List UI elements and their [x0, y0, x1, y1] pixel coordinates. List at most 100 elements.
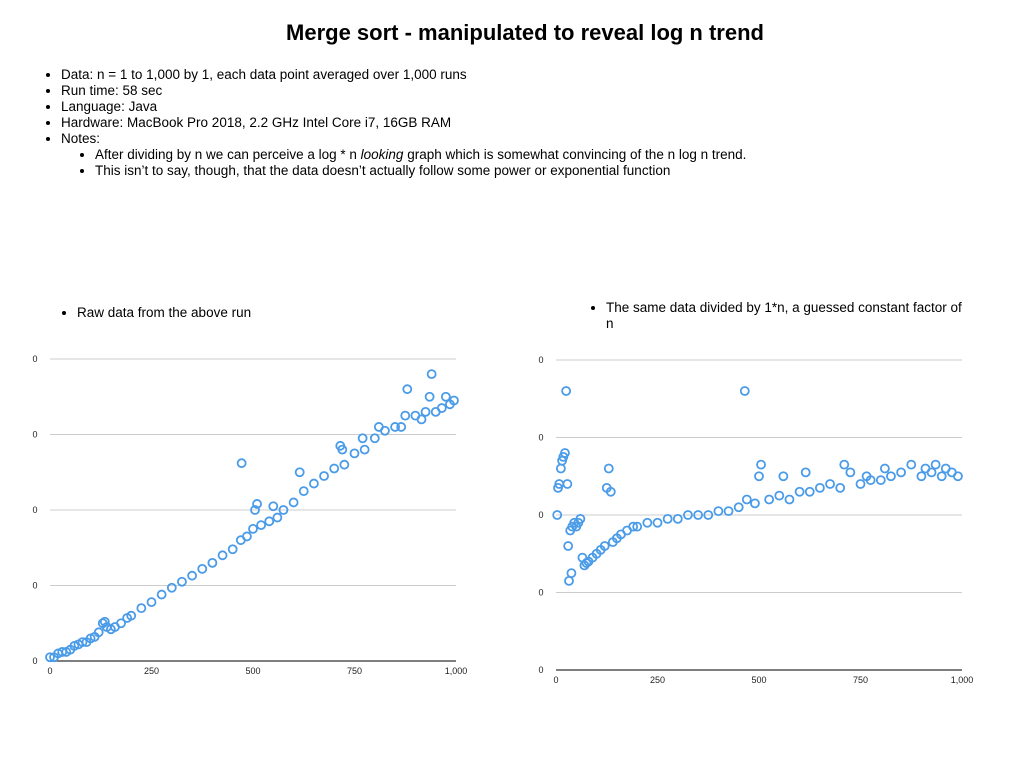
left-data-point [136, 603, 147, 614]
bullet-data: Data: n = 1 to 1,000 by 1, each data poi… [61, 67, 961, 83]
left-data-point [272, 512, 283, 523]
left-data-point [337, 444, 348, 455]
left-data-point [339, 459, 350, 470]
right-x-tick-label: 750 [853, 675, 868, 685]
right-data-point [839, 459, 850, 470]
right-data-point [632, 521, 643, 532]
right-data-point [750, 498, 760, 509]
right-data-point [825, 479, 835, 489]
left-data-point [146, 597, 157, 608]
right-data-point [575, 513, 586, 524]
left-data-point [77, 637, 88, 648]
note-1-before: After dividing by n we can perceive a lo… [95, 147, 361, 162]
right-data-point [652, 517, 663, 528]
right-data-point [906, 459, 917, 470]
right-data-point [683, 510, 693, 520]
left-chart-caption: Raw data from the above run [77, 305, 477, 321]
left-x-tick-label: 500 [245, 666, 260, 676]
left-data-point [440, 391, 451, 402]
bullet-hardware: Hardware: MacBook Pro 2018, 2.2 GHz Inte… [61, 115, 961, 131]
right-data-point [560, 448, 570, 458]
right-data-point [723, 506, 734, 517]
right-data-point [741, 494, 752, 505]
left-data-point [248, 523, 258, 534]
right-data-point [662, 513, 673, 524]
bullet-run-time: Run time: 58 sec [61, 83, 961, 99]
right-x-tick-label: 1,000 [951, 675, 974, 685]
left-data-point [294, 467, 305, 478]
bullet-notes: Notes: After dividing by n we can percei… [61, 131, 961, 179]
right-data-point [562, 479, 573, 489]
left-data-point [420, 406, 431, 417]
left-data-point [236, 458, 247, 469]
right-data-point [564, 575, 574, 586]
right-data-point [764, 494, 775, 505]
right-data-point [835, 482, 846, 493]
right-y-tick-label: 0 [538, 433, 543, 443]
left-data-point [329, 463, 340, 474]
left-x-tick-label: 0 [47, 666, 52, 676]
left-data-point [359, 444, 370, 455]
right-data-point [566, 568, 577, 579]
left-x-tick-label: 1,000 [445, 666, 468, 676]
right-data-point [605, 486, 616, 497]
left-data-point [166, 582, 177, 593]
right-data-point [672, 513, 683, 524]
left-data-point [252, 499, 262, 509]
right-data-point [774, 490, 785, 501]
right-data-point [552, 510, 563, 520]
info-bullet-list: Data: n = 1 to 1,000 by 1, each data poi… [44, 67, 961, 179]
notes-sub-list: After dividing by n we can perceive a lo… [61, 147, 961, 179]
left-data-point [436, 403, 447, 413]
left-data-point [449, 395, 459, 406]
left-data-point [207, 557, 218, 568]
right-x-tick-label: 500 [751, 675, 766, 685]
right-chart-caption: The same data divided by 1*n, a guessed … [606, 300, 966, 332]
left-data-point [264, 516, 275, 527]
right-data-point [784, 494, 795, 505]
right-data-point [733, 502, 744, 513]
left-data-point [396, 422, 407, 432]
right-data-point [879, 463, 890, 474]
left-data-point [99, 616, 110, 627]
right-data-point [855, 479, 866, 489]
left-data-point [402, 384, 413, 395]
left-data-point [319, 471, 329, 481]
right-data-point [804, 486, 815, 497]
left-data-point [357, 433, 368, 444]
left-data-point [278, 505, 289, 515]
right-data-point [865, 475, 876, 486]
left-data-point [227, 544, 238, 555]
left-data-point [424, 391, 435, 402]
right-data-point [936, 471, 947, 482]
left-x-tick-label: 250 [144, 666, 159, 676]
left-data-point [268, 501, 279, 512]
left-data-point [288, 497, 299, 508]
right-data-point [754, 471, 764, 482]
right-data-point [845, 467, 856, 478]
left-data-point [187, 570, 198, 581]
left-data-point [217, 550, 228, 561]
left-y-tick-label: 0 [32, 430, 37, 440]
right-data-point [896, 467, 907, 478]
right-data-point [814, 482, 825, 493]
note-1-emphasis: looking [360, 147, 404, 162]
left-data-point [242, 531, 252, 542]
left-data-point [426, 369, 437, 379]
right-data-point [693, 510, 704, 520]
left-data-point [416, 414, 427, 425]
bullet-notes-label: Notes: [61, 131, 101, 146]
slide-title: Merge sort - manipulated to reveal log n… [286, 20, 764, 45]
bullet-language: Language: Java [61, 99, 961, 115]
right-data-point [800, 467, 811, 478]
left-y-tick-label: 0 [32, 505, 37, 515]
right-data-point [794, 486, 805, 497]
right-data-point [555, 463, 566, 474]
note-2: This isn’t to say, though, that the data… [95, 163, 961, 179]
left-data-point [197, 563, 208, 574]
right-data-point [739, 386, 750, 396]
left-data-point [298, 486, 309, 497]
right-data-point [603, 463, 614, 474]
right-data-point [756, 459, 766, 470]
